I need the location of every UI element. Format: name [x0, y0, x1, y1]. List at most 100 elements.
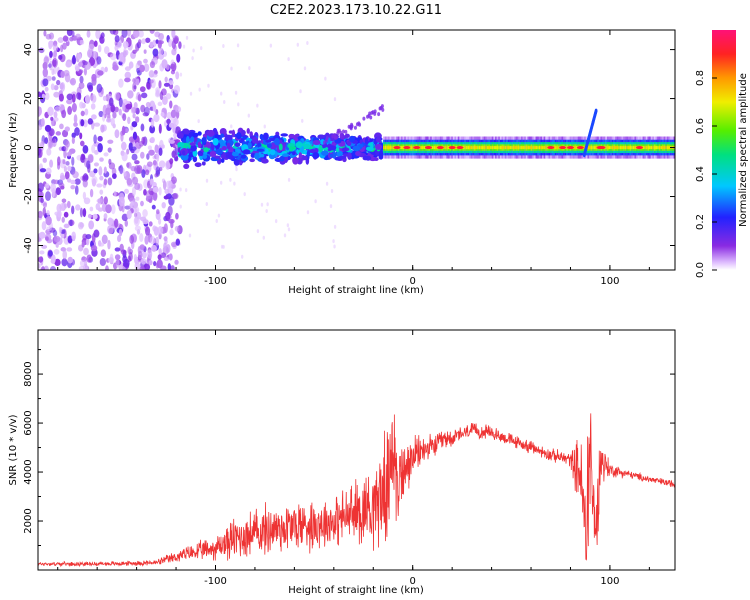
spectrogram-faint-cell [182, 44, 186, 49]
spectrogram-scatter-cell [184, 130, 190, 135]
spectrogram-noise-cell [118, 108, 122, 116]
spectrogram-scatter-cell [182, 150, 186, 156]
spectrogram-noise-cell [143, 58, 148, 64]
spectrogram-noise-cell [158, 160, 166, 169]
spectrogram-scatter-cell [317, 134, 326, 139]
spectrogram-noise-cell [93, 122, 101, 127]
spectrogram-noise-cell [97, 135, 103, 142]
spectrogram-faint-cell [283, 233, 287, 238]
spectrogram-scatter-cell [203, 147, 210, 153]
spectrogram-noise-cell [118, 228, 123, 237]
spectrogram-noise-cell [149, 178, 153, 186]
spectrogram-scatter-cell [302, 155, 308, 161]
figure-title: C2E2.2023.173.10.22.G11 [270, 3, 442, 18]
spectrogram-noise-cell [53, 111, 58, 119]
spectrogram-band-cell [545, 146, 548, 150]
spectrogram-noise-cell [157, 226, 164, 235]
spectrogram-noise-cell [60, 44, 64, 53]
spectrogram-noise-cell [55, 131, 62, 136]
spectrogram-scatter-cell [288, 133, 295, 139]
spectrogram-faint-cell [262, 235, 265, 240]
spectrogram-noise-cell [87, 84, 94, 92]
spectrogram-noise-cell [89, 206, 94, 212]
spectrogram-noise-cell [133, 102, 138, 109]
spectrogram-noise-cell [53, 84, 59, 91]
spectrogram-noise-cell [90, 103, 96, 110]
spectrogram-noise-cell [61, 109, 67, 119]
spectrogram-noise-cell [129, 234, 135, 244]
spectrogram-band-cell [629, 146, 633, 150]
spectrogram-peak [393, 146, 401, 150]
spectrogram-band-cell [556, 146, 560, 150]
spectrogram-noise-cell [49, 50, 53, 58]
spectrogram-frame [37, 29, 676, 271]
spectrogram-band-cell [529, 146, 532, 150]
spectrogram-noise-cell [151, 244, 157, 252]
spectrogram-band-cell [590, 146, 594, 150]
spectrogram-band-cell [555, 146, 558, 150]
spectrogram-band-cell [613, 146, 617, 150]
spectrogram-noise-cell [63, 211, 69, 218]
spectrogram-noise-cell [77, 53, 82, 60]
spectrogram-noise-cell [135, 78, 140, 86]
spectrogram-noise-cell [67, 151, 72, 156]
spectrogram-noise-cell [139, 244, 145, 250]
spectrogram-noise-cell [163, 82, 170, 87]
spectrogram-band-cell [443, 146, 446, 150]
spectrogram-noise-cell [168, 38, 173, 48]
spectrogram-noise-cell [97, 44, 102, 53]
snr-xtick-label: 100 [600, 576, 619, 587]
spectrogram-noise-cell [67, 106, 73, 115]
spectrogram-noise-cell [173, 84, 181, 94]
spectrogram-noise-cell [134, 212, 138, 218]
spectrogram-noise-cell [148, 260, 153, 266]
spectrogram-noise-cell [148, 221, 153, 227]
spectrogram-scatter-cell [373, 157, 379, 162]
spectrogram-noise-cell [45, 215, 52, 226]
spectrogram-noise-cell [82, 145, 89, 154]
spectrogram-scatter-cell [210, 143, 215, 151]
spectrogram-scatter-cell [379, 150, 384, 158]
spectrogram-noise-cell [165, 93, 172, 100]
spectrogram-noise-cell [148, 149, 155, 156]
spectrogram-xtick-label: 0 [410, 276, 416, 287]
spectrogram-noise-cell [134, 216, 139, 224]
spectrogram-noise-cell [98, 242, 105, 247]
spectrogram-band-cell [572, 146, 576, 150]
spectrogram-noise-cell [126, 162, 132, 169]
spectrogram-peak [436, 146, 444, 150]
spectrogram-noise-cell [134, 182, 141, 191]
spectrogram-noise-cell [176, 53, 181, 63]
spectrogram-band-cell [386, 146, 389, 150]
spectrogram-peak [576, 146, 584, 150]
spectrogram-band-cell [553, 146, 557, 150]
spectrogram-noise-cell [79, 75, 84, 84]
spectrogram-faint-cell [314, 199, 317, 204]
spectrogram-noise-cell [114, 35, 120, 43]
spectrogram-noise-cell [99, 257, 107, 267]
spectrogram-faint-cell [217, 213, 221, 218]
spectrogram-faint-cell [303, 66, 307, 71]
spectrogram-noise-cell [121, 213, 128, 222]
spectrogram-scatter-cell [231, 151, 239, 157]
spectrogram-noise-cell [173, 37, 179, 45]
spectrogram-noise-cell [90, 245, 98, 252]
spectrogram-band-cell [537, 146, 540, 150]
spectrogram-noise-cell [131, 153, 138, 161]
spectrogram-noise-cell [141, 38, 146, 45]
spectrogram-noise-cell [88, 43, 95, 50]
spectrogram-noise-cell [134, 160, 140, 165]
spectrogram-noise-cell [61, 198, 67, 203]
spectrogram-scatter-cell [189, 142, 196, 146]
spectrogram-tail-cell [339, 133, 343, 138]
spectrogram-noise-cell [71, 136, 75, 145]
spectrogram-noise-cell [158, 217, 162, 225]
spectrogram-tail-cell [357, 121, 361, 126]
spectrogram-noise-cell [47, 250, 53, 257]
spectrogram-noise-cell [67, 235, 73, 244]
spectrogram-noise-cell [140, 92, 148, 99]
spectrogram-noise-cell [58, 54, 63, 60]
spectrogram-noise-cell [42, 207, 47, 217]
spectrogram-noise-cell [88, 220, 95, 230]
spectrogram-noise-cell [41, 265, 45, 270]
